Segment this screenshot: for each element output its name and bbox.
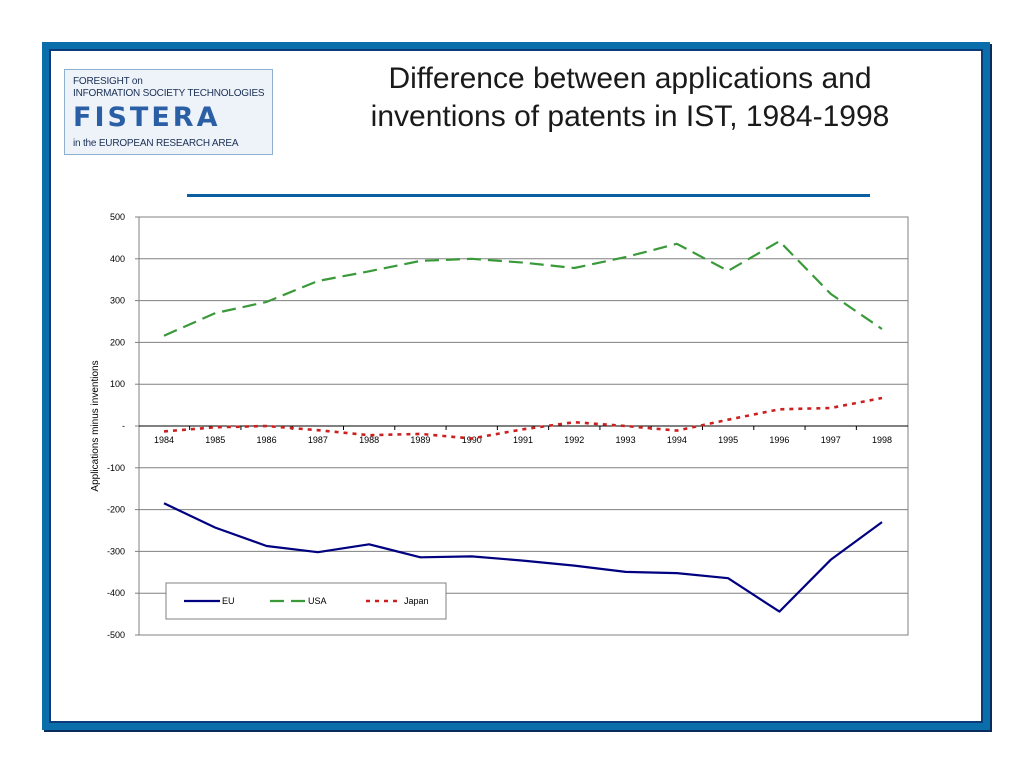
y-tick-label: -300 (107, 546, 125, 556)
x-tick-label: 1986 (257, 435, 277, 445)
series-line-japan (163, 396, 883, 440)
x-tick-label: 1985 (205, 435, 225, 445)
x-tick-label: 1994 (667, 435, 687, 445)
x-tick-label: 1993 (616, 435, 636, 445)
x-tick-label: 1991 (513, 435, 533, 445)
y-tick-label: 300 (110, 296, 125, 306)
x-tick-label: 1989 (410, 435, 430, 445)
x-tick-label: 1987 (308, 435, 328, 445)
legend-label-usa: USA (308, 596, 327, 606)
legend: EU USA Japan (165, 582, 447, 620)
series-line-usa (163, 240, 883, 337)
y-tick-label: -100 (107, 463, 125, 473)
slide-frame-inner-border (49, 49, 983, 723)
y-tick-label: -500 (107, 630, 125, 640)
y-tick-label: 400 (110, 254, 125, 264)
series-lines (163, 240, 883, 613)
y-tick-label: 100 (110, 379, 125, 389)
y-tick-label: -200 (107, 505, 125, 515)
legend-label-japan: Japan (404, 596, 429, 606)
slide-title: Difference between applications and inve… (300, 60, 960, 136)
x-axis-ticks: 1984 1985 1986 1987 1988 1989 1990 1991 1992 1993… (154, 426, 892, 445)
y-tick-label: 500 (110, 212, 125, 222)
logo-wordmark: FISTERA (73, 102, 221, 133)
y-tick-label: - (122, 421, 125, 431)
x-tick-label: 1997 (821, 435, 841, 445)
x-tick-label: 1984 (154, 435, 174, 445)
logo-line-2: INFORMATION SOCIETY TECHNOLOGIES (73, 88, 265, 99)
fistera-logo: FORESIGHT on INFORMATION SOCIETY TECHNOL… (64, 69, 273, 155)
x-tick-label: 1998 (872, 435, 892, 445)
title-underline (187, 194, 870, 197)
y-axis-label: Applications minus inventions (90, 360, 101, 491)
x-tick-label: 1995 (718, 435, 738, 445)
logo-line-3: in the EUROPEAN RESEARCH AREA (73, 138, 239, 149)
y-tick-label: -400 (107, 588, 125, 598)
slide-title-line-1: Difference between applications and (388, 62, 872, 95)
logo-line-1: FORESIGHT on (73, 76, 143, 87)
grid-lines (139, 216, 908, 636)
x-tick-label: 1992 (564, 435, 584, 445)
y-axis-ticks: 500 400 300 200 100 - -100 -200 -300 -400 -500 (107, 212, 139, 640)
y-tick-label: 200 (110, 337, 125, 347)
slide-title-line-2: inventions of patents in IST, 1984-1998 (370, 100, 890, 133)
legend-label-eu: EU (222, 596, 235, 606)
x-tick-label: 1988 (359, 435, 379, 445)
x-tick-label: 1990 (462, 435, 482, 445)
x-tick-label: 1996 (769, 435, 789, 445)
